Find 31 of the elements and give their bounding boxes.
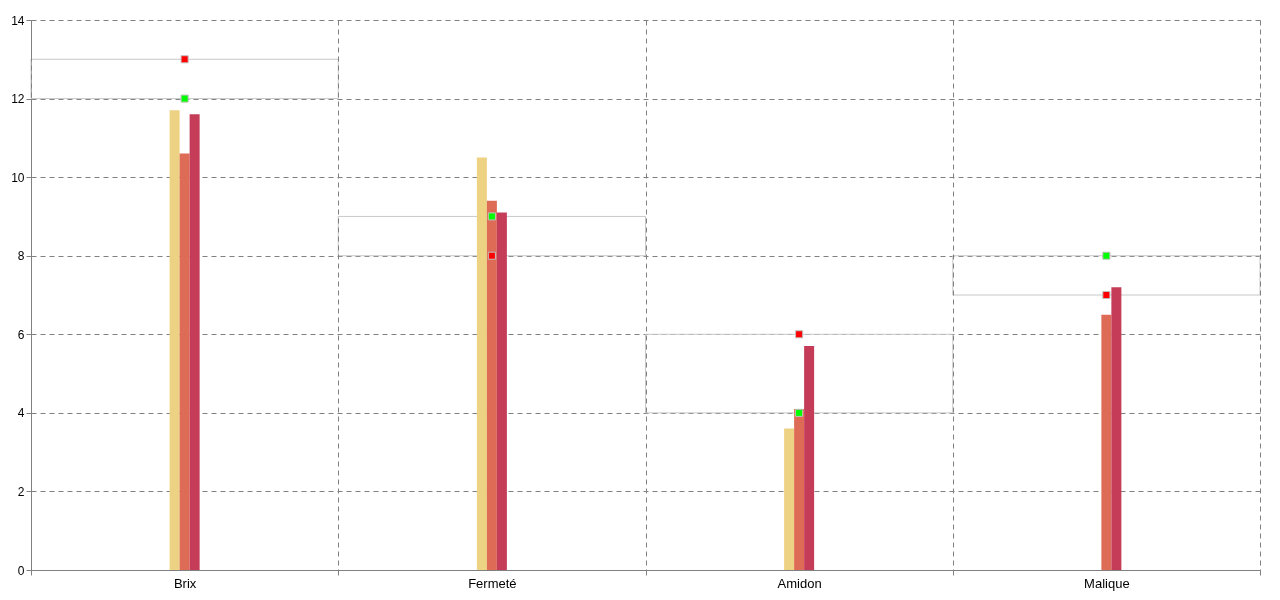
y-tick-label: 2	[17, 484, 25, 499]
bar	[804, 346, 815, 570]
point	[180, 94, 189, 103]
bar	[169, 110, 180, 570]
x-tick-label: Malique	[1084, 575, 1130, 591]
point	[1102, 251, 1111, 260]
point	[795, 330, 804, 339]
y-tick-label: 8	[17, 249, 25, 264]
point	[487, 251, 496, 260]
bar	[1101, 314, 1112, 570]
bar	[496, 212, 507, 570]
bar	[794, 408, 805, 570]
y-tick-label: 6	[17, 327, 25, 342]
bar	[179, 153, 190, 570]
point	[180, 55, 189, 64]
y-tick-label: 12	[11, 92, 25, 107]
bar	[784, 428, 795, 570]
y-tick-label: 0	[17, 563, 25, 578]
bar	[476, 157, 487, 570]
bar	[1111, 287, 1122, 570]
point	[487, 212, 496, 221]
point	[795, 408, 804, 417]
bar	[486, 200, 497, 570]
y-tick-label: 14	[11, 13, 25, 28]
bar	[189, 114, 200, 570]
x-tick-label: Brix	[173, 575, 197, 591]
point	[1102, 290, 1111, 300]
x-tick-label: Fermeté	[468, 575, 517, 591]
y-tick-label: 4	[17, 406, 25, 421]
x-tick-label: Amidon	[777, 575, 822, 591]
y-tick-label: 10	[11, 170, 25, 185]
